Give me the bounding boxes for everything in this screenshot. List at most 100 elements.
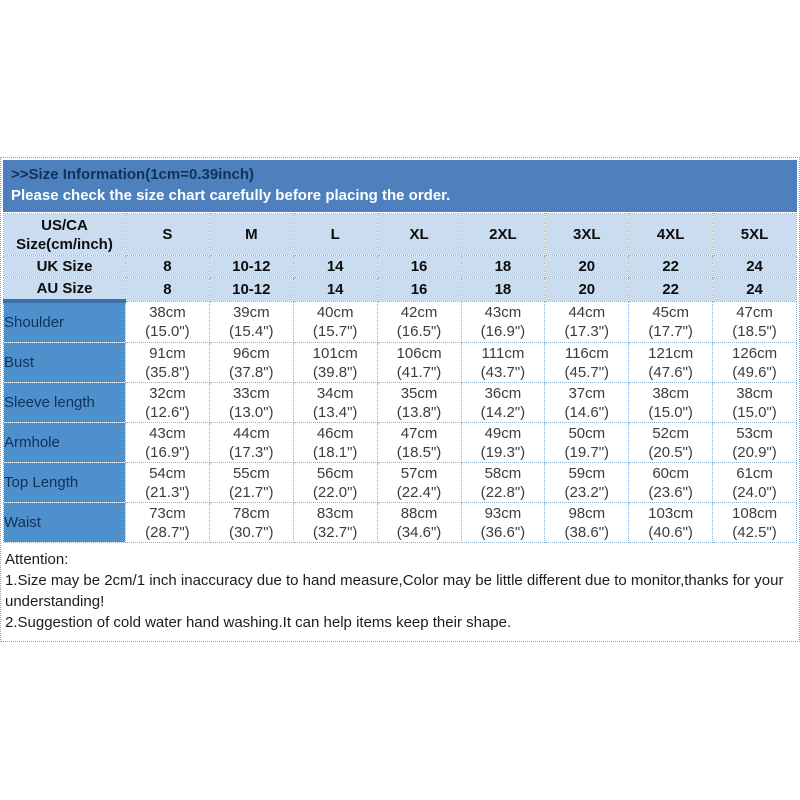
au-size-label: AU Size: [3, 277, 126, 302]
measurement-row: Shoulder 38cm (15.0") 39cm (15.4") 40cm (15.7"…: [3, 299, 797, 343]
measurement-cell: 38cm (15.0"): [628, 382, 714, 423]
cm-value: 98cm: [568, 504, 606, 522]
cm-value: 78cm: [232, 504, 270, 522]
size-column-header: 2XL: [460, 213, 546, 256]
measurement-label-waist: Waist: [3, 502, 126, 543]
uk-size-value: 8: [125, 255, 210, 278]
inch-value: (20.5"): [648, 443, 693, 461]
attention-note: Attention: 1.Size may be 2cm/1 inch inac…: [3, 548, 797, 637]
measurement-cell: 45cm (17.7"): [628, 300, 714, 343]
corner-line-1: US/CA: [41, 216, 88, 234]
inch-value: (15.4"): [229, 322, 274, 340]
measurement-cell: 40cm (15.7"): [292, 300, 378, 343]
inch-value: (19.3"): [480, 443, 526, 461]
uk-size-value: 24: [712, 255, 797, 278]
size-column-header: 5XL: [712, 213, 797, 256]
measurement-cell: 55cm (21.7"): [208, 462, 294, 503]
cm-value: 88cm: [400, 504, 438, 522]
measurement-cell: 50cm (19.7"): [544, 422, 630, 463]
measurement-cell: 36cm (14.2"): [460, 382, 546, 423]
measurement-cell: 35cm (13.8"): [376, 382, 462, 423]
measurement-cell: 73cm (28.7"): [125, 502, 210, 543]
cm-value: 46cm: [316, 424, 354, 442]
inch-value: (13.4"): [312, 403, 358, 421]
measurement-cell: 44cm (17.3"): [208, 422, 294, 463]
measurement-cell: 103cm (40.6"): [628, 502, 714, 543]
inch-value: (34.6"): [396, 523, 442, 541]
inch-value: (21.3"): [145, 483, 190, 501]
inch-value: (35.8"): [145, 363, 190, 381]
inch-value: (49.6"): [732, 363, 777, 381]
size-info-panel: >>Size Information(1cm=0.39inch) Please …: [0, 157, 800, 642]
cm-value: 33cm: [232, 384, 270, 402]
au-size-value: 16: [376, 277, 462, 302]
attention-line-2: 2.Suggestion of cold water hand washing.…: [5, 614, 512, 631]
size-column-header: L: [292, 213, 378, 256]
uk-size-row: UK Size 8 10-12 14 16 18 20 22 24: [3, 255, 797, 278]
inch-value: (22.0"): [312, 483, 358, 501]
cm-value: 49cm: [484, 424, 522, 442]
cm-value: 36cm: [484, 384, 522, 402]
cm-value: 34cm: [316, 384, 354, 402]
measurement-cell: 34cm (13.4"): [292, 382, 378, 423]
measurement-cell: 126cm (49.6"): [712, 342, 797, 383]
cm-value: 52cm: [652, 424, 690, 442]
measurement-cell: 39cm (15.4"): [208, 300, 294, 343]
inch-value: (40.6"): [648, 523, 693, 541]
inch-value: (12.6"): [145, 403, 190, 421]
cm-value: 108cm: [732, 504, 778, 522]
uk-size-value: 14: [292, 255, 378, 278]
measurement-label-bust: Bust: [3, 342, 126, 383]
measurement-cell: 88cm (34.6"): [376, 502, 462, 543]
measurement-cell: 106cm (41.7"): [376, 342, 462, 383]
measurement-label-top-length: Top Length: [3, 462, 126, 503]
measurement-cell: 49cm (19.3"): [460, 422, 546, 463]
cm-value: 73cm: [149, 504, 186, 522]
measurement-cell: 59cm (23.2"): [544, 462, 630, 503]
inch-value: (18.5"): [732, 322, 777, 340]
inch-value: (15.0"): [145, 322, 190, 340]
inch-value: (38.6"): [564, 523, 610, 541]
cm-value: 126cm: [732, 344, 778, 362]
measurement-cell: 54cm (21.3"): [125, 462, 210, 503]
inch-value: (17.3"): [229, 443, 274, 461]
measurement-label-sleeve-length: Sleeve length: [3, 382, 126, 423]
cm-value: 43cm: [149, 424, 186, 442]
cm-value: 47cm: [736, 303, 773, 321]
measurement-row: Sleeve length 32cm (12.6") 33cm (13.0") 34cm(…: [3, 382, 797, 423]
cm-value: 103cm: [648, 504, 694, 522]
cm-value: 47cm: [400, 424, 438, 442]
inch-value: (20.9"): [732, 443, 777, 461]
measurement-cell: 53cm (20.9"): [712, 422, 797, 463]
corner-header-cell: US/CA Size(cm/inch): [3, 213, 126, 256]
cm-value: 53cm: [736, 424, 773, 442]
inch-value: (15.0"): [648, 403, 693, 421]
size-header-row: US/CA Size(cm/inch) S M L XL 2XL 3XL 4XL 5XL: [3, 213, 797, 256]
inch-value: (14.6"): [564, 403, 610, 421]
measurement-cell: 37cm (14.6"): [544, 382, 630, 423]
cm-value: 121cm: [648, 344, 694, 362]
size-column-header: 4XL: [628, 213, 714, 256]
measurement-cell: 52cm (20.5"): [628, 422, 714, 463]
measurement-cell: 38cm (15.0"): [125, 300, 210, 343]
au-size-row: AU Size 8 10-12 14 16 18 20 22 24: [3, 277, 797, 302]
measurement-row: Waist 73cm (28.7") 78cm (30.7") 83cm (32.7") 88…: [3, 502, 797, 543]
cm-value: 56cm: [316, 464, 354, 482]
inch-value: (15.0"): [732, 403, 777, 421]
inch-value: (39.8"): [312, 363, 358, 381]
cm-value: 57cm: [400, 464, 438, 482]
cm-value: 101cm: [312, 344, 358, 362]
measurement-cell: 57cm (22.4"): [376, 462, 462, 503]
inch-value: (45.7"): [564, 363, 610, 381]
measurement-cell: 93cm (36.6"): [460, 502, 546, 543]
inch-value: (22.8"): [480, 483, 526, 501]
cm-value: 50cm: [568, 424, 606, 442]
cm-value: 32cm: [149, 384, 186, 402]
uk-size-value: 16: [376, 255, 462, 278]
measurement-cell: 38cm (15.0"): [712, 382, 797, 423]
measurement-cell: 46cm (18.1"): [292, 422, 378, 463]
cm-value: 111cm: [481, 344, 525, 362]
inch-value: (32.7"): [312, 523, 358, 541]
measurement-cell: 56cm (22.0"): [292, 462, 378, 503]
